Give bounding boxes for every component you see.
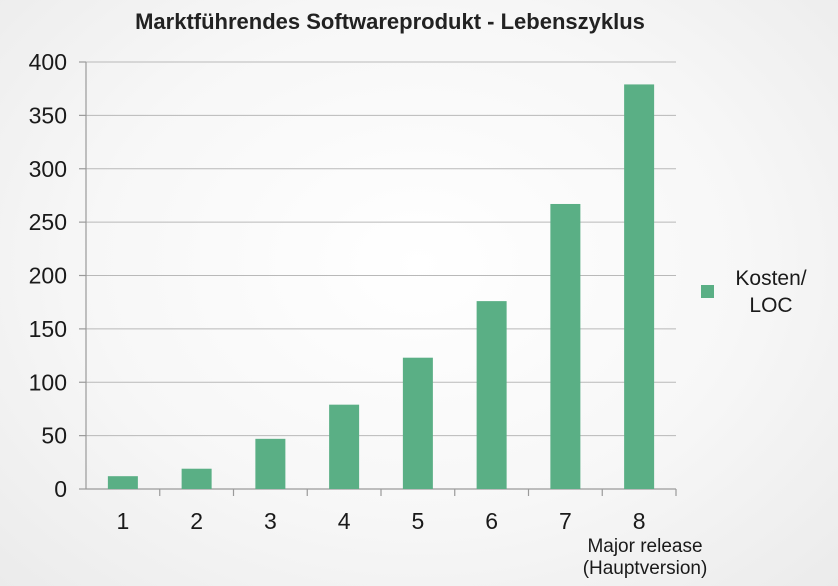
bar-6 — [476, 301, 507, 489]
x-axis-label-line: Major release — [587, 536, 702, 557]
legend-label-line: Kosten/ — [735, 267, 806, 290]
x-axis-label-line: (Hauptversion) — [583, 558, 708, 579]
y-tick-label: 300 — [29, 156, 67, 182]
bar-2 — [181, 468, 212, 489]
bar-4 — [329, 404, 360, 489]
x-tick-label: 3 — [264, 508, 277, 534]
legend: Kosten/LOC — [701, 267, 807, 317]
bar-7 — [550, 203, 581, 490]
x-tick-label: 2 — [190, 508, 203, 534]
y-tick-label: 400 — [29, 49, 67, 75]
x-tick-label: 8 — [633, 508, 646, 534]
y-tick-label: 0 — [54, 476, 67, 502]
bar-1 — [107, 476, 138, 489]
x-axis-ticks: 1 2 3 4 5 6 7 8 — [116, 508, 645, 534]
gridlines — [86, 61, 676, 437]
chart-title: Marktführendes Softwareprodukt - Lebensz… — [135, 9, 645, 34]
x-tick-label: 6 — [485, 508, 498, 534]
bar-5 — [402, 357, 433, 489]
x-tick-label: 5 — [411, 508, 424, 534]
x-tick-label: 7 — [559, 508, 572, 534]
y-tick-label: 100 — [29, 369, 67, 395]
x-tick-label: 4 — [338, 508, 351, 534]
y-tick-label: 350 — [29, 102, 67, 128]
bar-3 — [255, 438, 286, 489]
x-axis-label: Major release(Hauptversion) — [583, 536, 708, 579]
bar-8 — [624, 84, 655, 489]
x-tick-label: 1 — [116, 508, 129, 534]
y-tick-label: 50 — [41, 423, 67, 449]
legend-label-line: LOC — [749, 294, 792, 317]
y-tick-label: 200 — [29, 263, 67, 289]
y-tick-label: 250 — [29, 209, 67, 235]
y-axis-ticks: 0 50 100 150 200 250 300 350 400 — [29, 49, 67, 502]
y-tick-label: 150 — [29, 316, 67, 342]
bars — [107, 84, 655, 490]
legend-swatch — [701, 285, 714, 298]
axes — [79, 61, 677, 496]
